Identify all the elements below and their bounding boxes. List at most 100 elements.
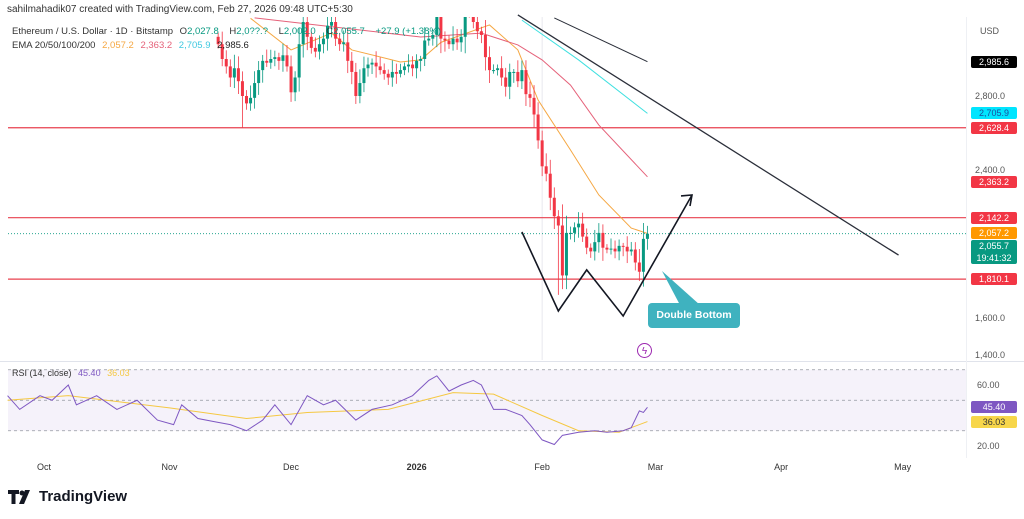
time-tick-label: Oct bbox=[37, 462, 52, 472]
candle-body bbox=[548, 173, 552, 198]
candle-body bbox=[309, 36, 313, 48]
candle-body bbox=[443, 38, 447, 41]
candle-body bbox=[346, 42, 350, 61]
candle-body bbox=[232, 68, 236, 78]
ema100-value: 2,705.9 bbox=[178, 40, 211, 51]
candle-body bbox=[350, 60, 354, 72]
candle-body bbox=[524, 70, 528, 95]
time-tick-label: Mar bbox=[648, 462, 664, 472]
candle-body bbox=[216, 36, 220, 45]
candle-body bbox=[415, 60, 419, 69]
rsi-value: 45.40 bbox=[78, 368, 101, 378]
candle-body bbox=[629, 249, 633, 252]
candle-body bbox=[220, 44, 224, 59]
rsi-tick-label: 60.00 bbox=[977, 379, 1000, 390]
candle-body bbox=[313, 47, 317, 52]
candle-body bbox=[471, 17, 475, 22]
rsi-ma-value: 36.03 bbox=[107, 368, 130, 378]
candle-body bbox=[281, 55, 285, 61]
open-value: 2,027.8 bbox=[187, 26, 219, 37]
candle-body bbox=[411, 64, 415, 69]
ema200-line bbox=[554, 17, 648, 63]
candle-body bbox=[245, 96, 248, 104]
arrow-head-icon bbox=[680, 194, 693, 207]
time-axis[interactable]: Oct Nov Dec 2026 Feb Mar Apr May bbox=[37, 462, 912, 472]
candle-body bbox=[261, 60, 265, 71]
candle-body bbox=[463, 17, 467, 37]
candle-body bbox=[475, 22, 479, 32]
ema20-line bbox=[250, 17, 648, 234]
candle-body bbox=[285, 55, 289, 67]
ema20-value: 2,057.2 bbox=[102, 40, 134, 51]
rsi-band bbox=[8, 369, 966, 431]
time-tick-label: May bbox=[894, 462, 912, 472]
candle-body bbox=[637, 262, 641, 272]
candle-body bbox=[641, 238, 645, 272]
candle-body bbox=[573, 227, 577, 233]
rsi-legend: RSI (14, close) 45.40 36.03 bbox=[12, 368, 134, 378]
price-label: 2,057.2 bbox=[971, 227, 1017, 240]
candle-body bbox=[419, 59, 423, 61]
candle-body bbox=[532, 97, 536, 115]
tradingview-logo-icon bbox=[8, 489, 30, 504]
candle-body bbox=[269, 59, 273, 63]
price-label: 2,142.2 bbox=[971, 211, 1017, 224]
candle-body bbox=[305, 22, 309, 37]
candle-body bbox=[338, 38, 342, 45]
candle-body bbox=[224, 59, 228, 67]
candle-body bbox=[370, 62, 374, 65]
credit-line: sahilmahadik07 created with TradingView.… bbox=[7, 4, 353, 15]
price-label: 1,810.1 bbox=[971, 273, 1017, 286]
ema50-value: 2,363.2 bbox=[140, 40, 173, 51]
candle-body bbox=[508, 71, 512, 87]
tradingview-logo[interactable]: TradingView bbox=[8, 488, 127, 505]
candle-body bbox=[569, 232, 572, 234]
candle-body bbox=[390, 71, 394, 78]
candle-body bbox=[504, 77, 508, 87]
ema100-line bbox=[521, 19, 648, 114]
candle-body bbox=[358, 83, 362, 96]
candle-body bbox=[516, 71, 520, 82]
candle-body bbox=[228, 66, 232, 78]
candle-body bbox=[560, 225, 564, 276]
candle-body bbox=[366, 64, 370, 69]
candle-body bbox=[301, 22, 305, 45]
double-bottom-callout[interactable]: Double Bottom bbox=[648, 303, 740, 328]
candle-body bbox=[374, 62, 378, 67]
candle-body bbox=[601, 232, 605, 248]
candle-body bbox=[253, 83, 257, 98]
candle-body bbox=[609, 248, 613, 250]
candle-body bbox=[289, 66, 293, 93]
candle-body bbox=[435, 17, 439, 35]
candle-body bbox=[500, 68, 504, 78]
candle-body bbox=[528, 94, 532, 98]
price-pane bbox=[8, 17, 966, 360]
trendline bbox=[517, 14, 899, 256]
candle-body bbox=[249, 97, 253, 104]
currency-label[interactable]: USD bbox=[980, 26, 1000, 36]
rsi-tick-label: 20.00 bbox=[977, 440, 1000, 451]
candle-body bbox=[240, 81, 244, 96]
candle-body bbox=[581, 223, 585, 237]
symbol-legend: Ethereum / U.S. Dollar · 1D · Bitstamp O… bbox=[12, 26, 441, 37]
price-tick-label: 2,800.0 bbox=[975, 90, 1006, 101]
candle-body bbox=[585, 236, 589, 248]
candle-body bbox=[362, 68, 366, 84]
candle-body bbox=[645, 233, 649, 239]
symbol-title: Ethereum / U.S. Dollar · 1D · Bitstamp bbox=[12, 26, 174, 37]
price-label: 2,055.7 19:41:32 bbox=[971, 239, 1017, 264]
candle-body bbox=[483, 34, 487, 58]
lightning-icon[interactable]: ϟ bbox=[637, 343, 652, 358]
rsi-line bbox=[7, 375, 648, 446]
candle-body bbox=[398, 70, 402, 74]
candle-body bbox=[621, 245, 625, 247]
candle-body bbox=[597, 232, 601, 243]
price-label: 2,628.4 bbox=[971, 121, 1017, 134]
candle-body bbox=[382, 70, 386, 74]
candle-body bbox=[354, 71, 358, 96]
candle-body bbox=[394, 71, 398, 74]
candle-body bbox=[459, 36, 463, 43]
candle-body bbox=[423, 40, 427, 59]
candle-body bbox=[479, 31, 483, 35]
